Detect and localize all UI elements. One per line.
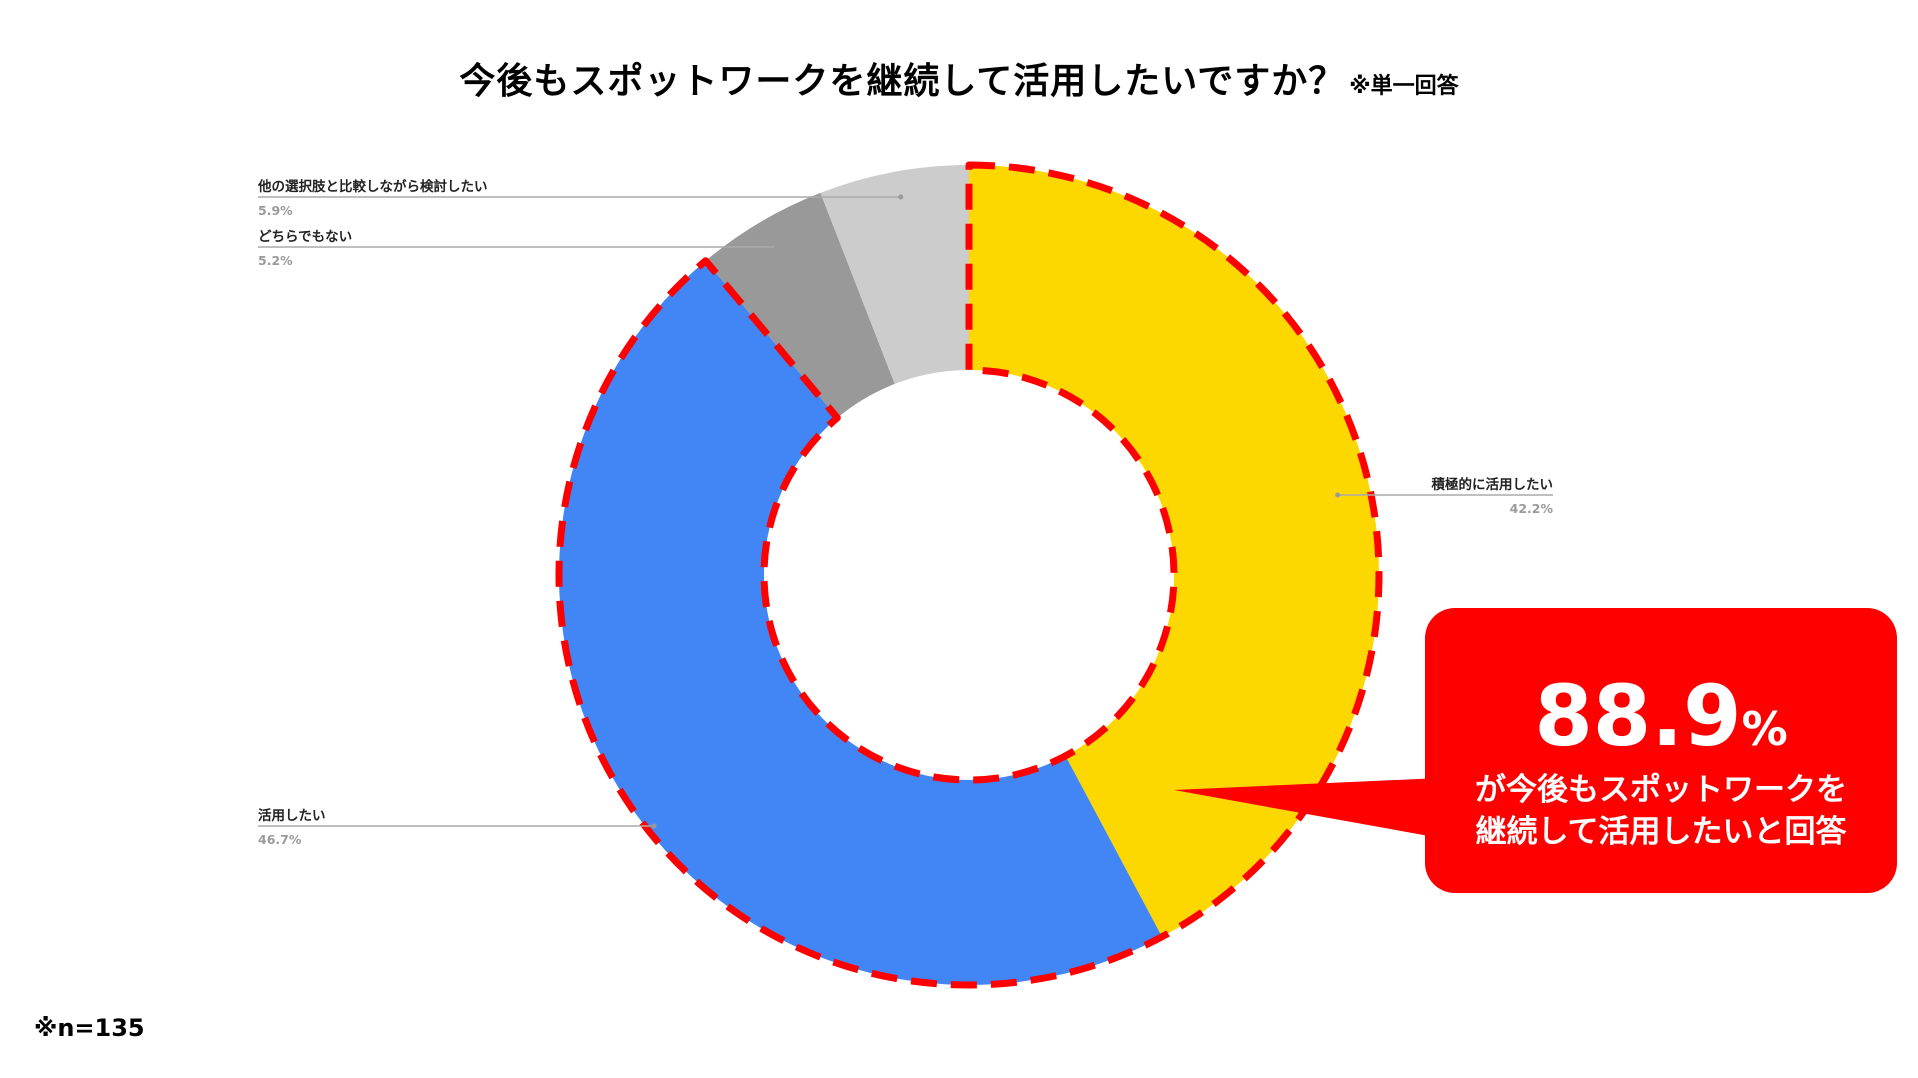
callout-value: 88.9% [1534, 667, 1787, 765]
slice-label: 他の選択肢と比較しながら検討したい [257, 178, 488, 195]
slice-value-label: 5.9% [258, 203, 293, 218]
slice-label: 活用したい [258, 807, 326, 824]
slice-value-label: 5.2% [258, 253, 293, 268]
chart-title-note: ※単一回答 [1349, 74, 1459, 99]
donut-slice [705, 192, 895, 418]
callout-line-2: 継続して活用したいと回答 [1475, 814, 1847, 850]
slice-value-label: 42.2% [1510, 501, 1554, 516]
callout-box [1425, 608, 1897, 893]
sample-size-note: ※n=135 [34, 1014, 145, 1042]
leader-dot [1335, 492, 1341, 498]
callout-pointer [1174, 778, 1440, 838]
chart-title-text: 今後もスポットワークを継続して活用したいですか？ [459, 61, 1346, 102]
highlight-outline [555, 161, 1383, 989]
donut-slice [559, 260, 1162, 985]
leader-dot [774, 244, 780, 250]
leader-dot [898, 194, 904, 200]
slice-label: 積極的に活用したい [1431, 476, 1554, 493]
callout-line-1: が今後もスポットワークを [1475, 772, 1847, 808]
slice-value-label: 46.7% [258, 832, 302, 847]
slice-label: どちらでもない [258, 229, 352, 245]
donut-slice [820, 165, 969, 384]
chart-title: 今後もスポットワークを継続して活用したいですか？ ※単一回答 [0, 52, 1918, 104]
leader-dot [651, 823, 657, 829]
